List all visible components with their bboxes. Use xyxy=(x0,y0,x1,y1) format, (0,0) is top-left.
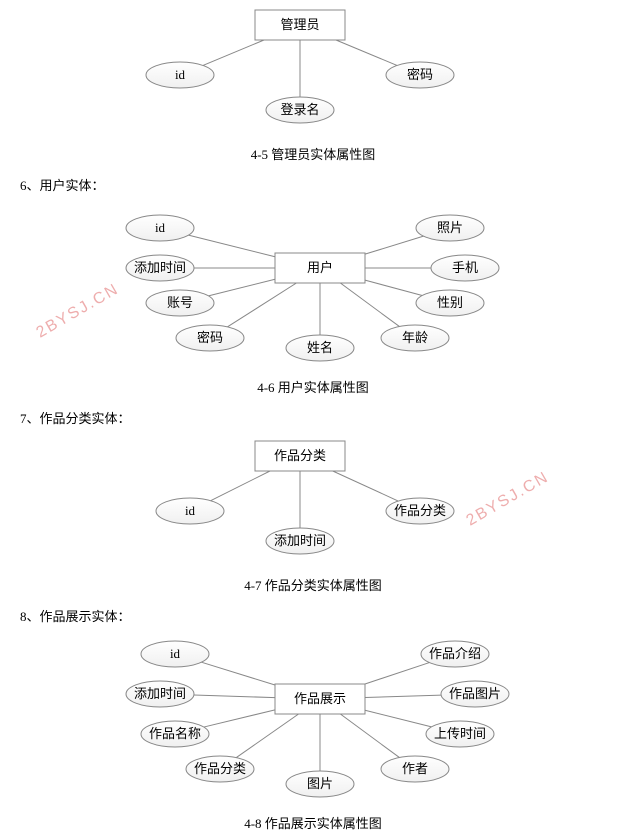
attribute-node: 作品图片 xyxy=(441,681,509,707)
watermark: 2BYSJ.CN xyxy=(34,281,123,342)
attribute-node: 添加时间 xyxy=(266,528,334,554)
attribute-node: 姓名 xyxy=(286,335,354,361)
diagram-caption: 4-5 管理员实体属性图 xyxy=(0,140,626,171)
attribute-node: id xyxy=(146,62,214,88)
attribute-node: 作品名称 xyxy=(141,721,209,747)
attribute-node: id xyxy=(126,215,194,241)
attribute-label: id xyxy=(170,646,181,661)
diagram-caption: 4-8 作品展示实体属性图 xyxy=(0,809,626,840)
attribute-label: id xyxy=(185,503,196,518)
attribute-node: 年龄 xyxy=(381,325,449,351)
attribute-node: 登录名 xyxy=(266,97,334,123)
attribute-label: 性别 xyxy=(437,295,463,310)
entity-label: 用户 xyxy=(307,260,333,275)
attribute-label: id xyxy=(155,220,166,235)
watermark: 2BYSJ.CN xyxy=(464,469,553,530)
attribute-label: 添加时间 xyxy=(274,533,326,548)
attribute-node: id xyxy=(156,498,224,524)
attribute-label: 作品介绍 xyxy=(429,646,481,661)
er-diagram: 管理员 id 登录名 密码 xyxy=(0,0,626,140)
attribute-label: 年龄 xyxy=(402,330,428,345)
attribute-label: 上传时间 xyxy=(434,726,486,741)
attribute-node: 密码 xyxy=(386,62,454,88)
attribute-label: 账号 xyxy=(167,295,193,310)
entity-label: 作品分类 xyxy=(274,448,326,463)
attribute-node: 作者 xyxy=(381,756,449,782)
entity-node: 用户 xyxy=(275,253,365,283)
attribute-node: 性别 xyxy=(416,290,484,316)
attribute-label: 照片 xyxy=(437,220,463,235)
section-label: 8、作品展示实体： xyxy=(0,602,626,629)
attribute-label: 密码 xyxy=(407,67,433,82)
attribute-node: 账号 xyxy=(146,290,214,316)
entity-node: 作品分类 xyxy=(255,441,345,471)
section-label: 7、作品分类实体： xyxy=(0,404,626,431)
er-diagram: 作品展示 id 添加时间作品名称作品分类图片 作者 上传时间 作品图片 作品介绍 xyxy=(0,629,626,809)
entity-label: 管理员 xyxy=(280,17,319,32)
attribute-node: 作品介绍 xyxy=(421,641,489,667)
diagram-caption: 4-6 用户实体属性图 xyxy=(0,373,626,404)
er-diagram: 用户 id 添加时间账号密码姓名 年龄 性别 手机 照片 2BYSJ.CN xyxy=(0,198,626,373)
attribute-label: 作品分类 xyxy=(394,503,446,518)
attribute-node: 添加时间 xyxy=(126,681,194,707)
attribute-label: 姓名 xyxy=(307,340,333,355)
attribute-label: 图片 xyxy=(307,776,333,791)
attribute-node: 手机 xyxy=(431,255,499,281)
attribute-label: id xyxy=(175,67,186,82)
attribute-node: 作品分类 xyxy=(386,498,454,524)
attribute-label: 登录名 xyxy=(280,102,319,117)
attribute-node: 图片 xyxy=(286,771,354,797)
attribute-label: 作品分类 xyxy=(194,761,246,776)
diagram-caption: 4-7 作品分类实体属性图 xyxy=(0,571,626,602)
section-label: 6、用户实体： xyxy=(0,171,626,198)
attribute-node: 上传时间 xyxy=(426,721,494,747)
attribute-label: 添加时间 xyxy=(134,260,186,275)
attribute-label: 添加时间 xyxy=(134,686,186,701)
attribute-label: 作者 xyxy=(402,761,428,776)
attribute-node: 照片 xyxy=(416,215,484,241)
entity-node: 管理员 xyxy=(255,10,345,40)
er-diagram: 作品分类 id 添加时间 作品分类 2BYSJ.CN xyxy=(0,431,626,571)
entity-label: 作品展示 xyxy=(294,691,346,706)
entity-node: 作品展示 xyxy=(275,684,365,714)
attribute-node: id xyxy=(141,641,209,667)
attribute-label: 作品图片 xyxy=(449,686,501,701)
attribute-node: 作品分类 xyxy=(186,756,254,782)
attribute-label: 手机 xyxy=(452,260,478,275)
attribute-label: 密码 xyxy=(197,330,223,345)
attribute-node: 添加时间 xyxy=(126,255,194,281)
attribute-node: 密码 xyxy=(176,325,244,351)
attribute-label: 作品名称 xyxy=(149,726,201,741)
